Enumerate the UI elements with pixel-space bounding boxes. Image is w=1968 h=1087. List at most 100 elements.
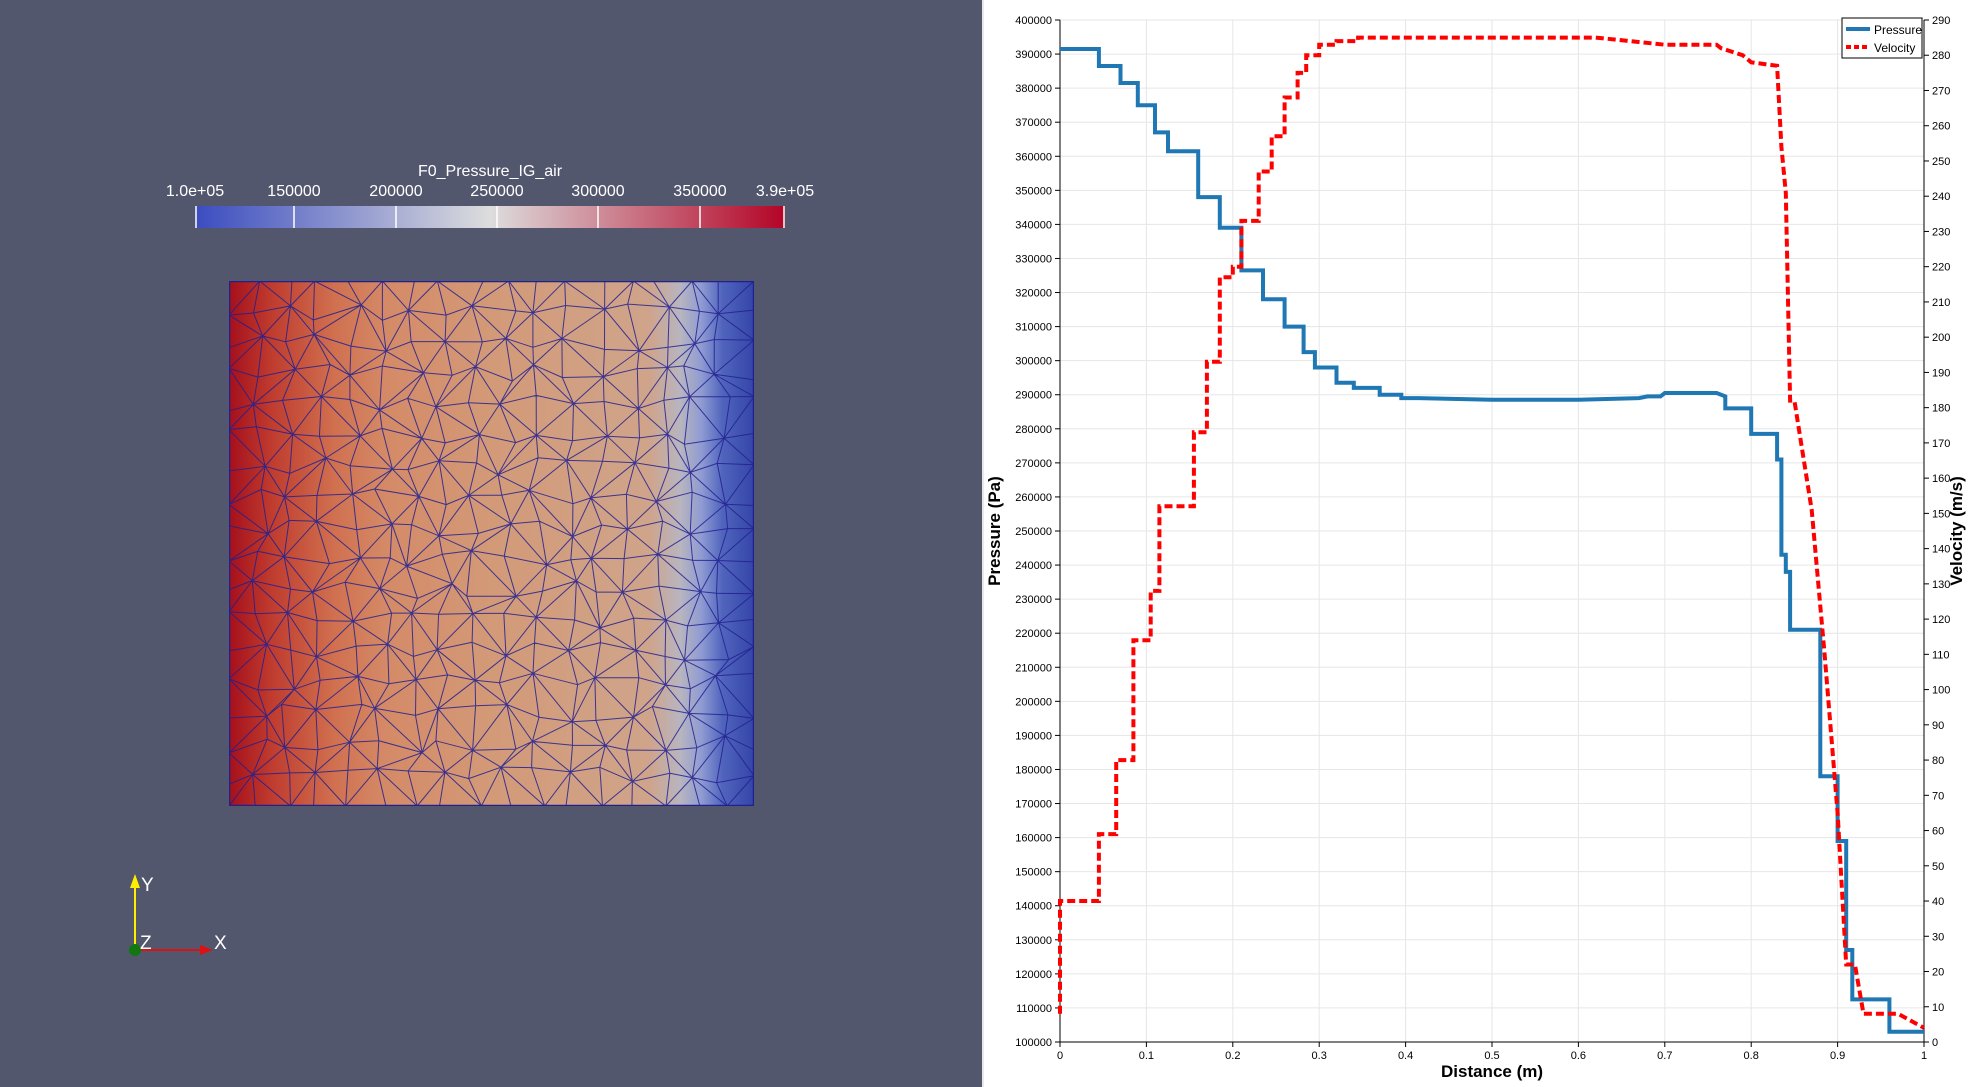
y2-tick-label: 30 xyxy=(1932,931,1944,943)
y2-tick-label: 10 xyxy=(1932,1002,1944,1014)
y2-tick-label: 210 xyxy=(1932,297,1950,309)
line-chart-view[interactable]: 0 0.1 0.2 0.3 0.4 0.5 0.6 0.7 0.8 0.9 1 100000 11000… xyxy=(984,0,1968,1087)
y2-tick-label: 290 xyxy=(1932,15,1950,27)
y-tick-label: 320000 xyxy=(1015,288,1052,300)
pressure-mesh[interactable] xyxy=(229,281,754,806)
y-tick-label: 300000 xyxy=(1015,356,1052,368)
y2-tick-label: 200 xyxy=(1932,332,1950,344)
colorbar-tick-label: 3.9e+05 xyxy=(755,183,815,200)
y-tick-label: 120000 xyxy=(1015,969,1052,981)
y-tick-label: 130000 xyxy=(1015,935,1052,947)
y-tick-label: 400000 xyxy=(1015,15,1052,27)
y2-tick-label: 20 xyxy=(1932,967,1944,979)
colorbar xyxy=(195,206,785,228)
y-tick-label: 350000 xyxy=(1015,185,1052,197)
mesh-edges xyxy=(229,281,754,806)
y2-tick-label: 160 xyxy=(1932,473,1950,485)
y-tick-label: 190000 xyxy=(1015,730,1052,742)
y-tick-label: 180000 xyxy=(1015,764,1052,776)
x-tick-label: 0.7 xyxy=(1657,1050,1672,1062)
y-tick-label: 380000 xyxy=(1015,83,1052,95)
y2-tick-label: 130 xyxy=(1932,579,1950,591)
axis-label-z: Z xyxy=(140,933,152,954)
x-tick-label: 0.8 xyxy=(1744,1050,1759,1062)
y2-tick-label: 240 xyxy=(1932,191,1950,203)
orientation-axes: Y X Z xyxy=(129,874,227,956)
y-tick-label: 260000 xyxy=(1015,492,1052,504)
x-tick-label: 0.4 xyxy=(1398,1050,1413,1062)
y-axis-label: Pressure (Pa) xyxy=(985,476,1004,586)
y2-tick-label: 100 xyxy=(1932,685,1950,697)
x-tick-label: 0.3 xyxy=(1312,1050,1327,1062)
x-tick-label: 0 xyxy=(1057,1050,1063,1062)
y-tick-label: 330000 xyxy=(1015,253,1052,265)
y2-tick-label: 110 xyxy=(1932,649,1950,661)
colorbar-title: F0_Pressure_IG_air xyxy=(417,163,563,180)
series-line-pressure xyxy=(1060,47,1924,1034)
legend-label-pressure: Pressure xyxy=(1874,23,1922,37)
y-tick-label: 270000 xyxy=(1015,458,1052,470)
y-tick-label: 310000 xyxy=(1015,322,1052,334)
y-tick-label: 390000 xyxy=(1015,49,1052,61)
y2-tick-label: 90 xyxy=(1932,720,1944,732)
y2-tick-label: 50 xyxy=(1932,861,1944,873)
x-tick-label: 0.9 xyxy=(1830,1050,1845,1062)
y2-tick-label: 280 xyxy=(1932,50,1950,62)
y2-axis-label: Velocity (m/s) xyxy=(1947,476,1966,586)
y2-tick-label: 60 xyxy=(1932,826,1944,838)
render-view[interactable]: F0_Pressure_IG_air 1.0e+05 150000 200000… xyxy=(0,0,982,1087)
colorbar-tick-label: 350000 xyxy=(673,183,727,200)
y-tick-label: 290000 xyxy=(1015,390,1052,402)
y-tick-label: 360000 xyxy=(1015,151,1052,163)
y-tick-label: 230000 xyxy=(1015,594,1052,606)
line-chart: 0 0.1 0.2 0.3 0.4 0.5 0.6 0.7 0.8 0.9 110000011000… xyxy=(985,15,1966,1081)
y2-tick-label: 140 xyxy=(1932,544,1950,556)
y-tick-label: 220000 xyxy=(1015,628,1052,640)
y-tick-label: 150000 xyxy=(1015,867,1052,879)
legend-label-velocity: Velocity xyxy=(1874,41,1915,55)
y2-tick-label: 180 xyxy=(1932,403,1950,415)
x-tick-label: 0.2 xyxy=(1225,1050,1240,1062)
y-tick-label: 250000 xyxy=(1015,526,1052,538)
y2-tick-label: 230 xyxy=(1932,226,1950,238)
y2-tick-label: 220 xyxy=(1932,262,1950,274)
colorbar-tick-label: 150000 xyxy=(267,183,321,200)
y2-tick-label: 170 xyxy=(1932,438,1950,450)
series-line-velocity xyxy=(1058,35,1925,1030)
y-tick-label: 100000 xyxy=(1015,1037,1052,1049)
axis-label-y: Y xyxy=(141,875,154,896)
y2-tick-label: 270 xyxy=(1932,85,1950,97)
y2-tick-label: 250 xyxy=(1932,156,1950,168)
y2-tick-label: 150 xyxy=(1932,508,1950,520)
y-tick-label: 170000 xyxy=(1015,799,1052,811)
y-tick-label: 210000 xyxy=(1015,662,1052,674)
grid xyxy=(1059,19,1925,1043)
colorbar-tick-label: 250000 xyxy=(470,183,524,200)
y-tick-label: 160000 xyxy=(1015,833,1052,845)
y2-tick-label: 260 xyxy=(1932,121,1950,133)
x-tick-label: 0.5 xyxy=(1484,1050,1499,1062)
y2-tick-label: 70 xyxy=(1932,790,1944,802)
y-tick-label: 140000 xyxy=(1015,901,1052,913)
y2-tick-label: 80 xyxy=(1932,755,1944,767)
y2-tick-label: 190 xyxy=(1932,367,1950,379)
x-tick-label: 1 xyxy=(1921,1050,1927,1062)
y2-tick-label: 40 xyxy=(1932,896,1944,908)
x-tick-label: 0.6 xyxy=(1571,1050,1586,1062)
y2-tick-label: 0 xyxy=(1932,1037,1938,1049)
colorbar-tick-label: 1.0e+05 xyxy=(165,183,225,200)
y-tick-label: 240000 xyxy=(1015,560,1052,572)
y-tick-label: 200000 xyxy=(1015,696,1052,708)
y-tick-label: 370000 xyxy=(1015,117,1052,129)
view-splitter[interactable] xyxy=(982,0,984,1087)
x-axis-label: Distance (m) xyxy=(1441,1062,1543,1081)
y-tick-label: 280000 xyxy=(1015,424,1052,436)
y-tick-label: 340000 xyxy=(1015,219,1052,231)
x-tick-label: 0.1 xyxy=(1139,1050,1154,1062)
y-tick-label: 110000 xyxy=(1016,1003,1052,1015)
legend: Pressure Velocity xyxy=(1841,17,1923,59)
axis-label-x: X xyxy=(214,933,227,954)
colorbar-tick-label: 200000 xyxy=(369,183,423,200)
y2-tick-label: 120 xyxy=(1932,614,1950,626)
colorbar-tick-label: 300000 xyxy=(571,183,625,200)
